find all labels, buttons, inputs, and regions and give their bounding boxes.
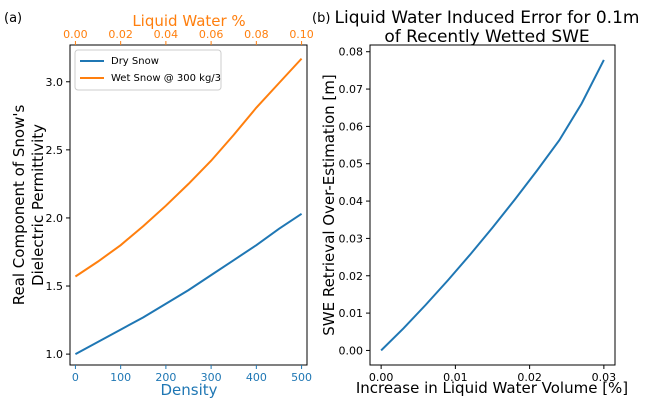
left-top-tick-label: 0.06 bbox=[199, 28, 224, 41]
right-y-tick-label: 0.02 bbox=[339, 270, 364, 283]
right-chart-title-line-2: of Recently Wetted SWE bbox=[384, 27, 589, 47]
left-y-tick-label: 2.5 bbox=[46, 144, 64, 157]
left-x-tick-label: 0 bbox=[72, 371, 79, 384]
left-y-axis: 1.0 1.5 2.0 2.5 3.0 bbox=[46, 76, 70, 361]
right-y-tick-label: 0.06 bbox=[339, 120, 364, 133]
right-y-tick-label: 0.07 bbox=[339, 83, 364, 96]
left-y-tick-label: 1.5 bbox=[46, 280, 64, 293]
left-y-axis-label-line-1: Real Component of Snow's bbox=[10, 105, 28, 306]
left-series-lines bbox=[74, 57, 303, 355]
right-chart: 0.00 0.01 0.02 0.03 0.000.010.020.030.040.0… bbox=[320, 44, 628, 397]
overestimation-line bbox=[380, 59, 605, 352]
right-y-axis-label: SWE Retrieval Over-Estimation [m] bbox=[320, 74, 338, 336]
right-y-tick-label: 0.00 bbox=[339, 344, 364, 357]
left-plot-frame bbox=[69, 44, 308, 366]
right-x-tick-label: 0.00 bbox=[369, 371, 394, 384]
left-y-tick-label: 2.0 bbox=[46, 212, 64, 225]
left-x-tick-label: 300 bbox=[201, 371, 222, 384]
left-top-tick-label: 0.10 bbox=[289, 28, 314, 41]
left-chart: 0 100 200 300 400 500 0.00 0.02 0.04 0.06 0.08 0.1… bbox=[10, 12, 314, 399]
wet-snow-line bbox=[74, 57, 303, 278]
right-plot-frame bbox=[369, 44, 616, 366]
legend: Dry Snow Wet Snow @ 300 kg/3 bbox=[74, 49, 222, 91]
dry-snow-line bbox=[74, 213, 303, 355]
right-x-axis: 0.00 0.01 0.02 0.03 bbox=[369, 365, 616, 384]
right-series-lines bbox=[380, 59, 605, 352]
left-y-axis-label-line-2: Dielectric Permittivity bbox=[29, 124, 47, 286]
panel-label-a: (a) bbox=[4, 11, 22, 26]
left-x-tick-label: 500 bbox=[291, 371, 312, 384]
left-top-tick-label: 0.08 bbox=[244, 28, 269, 41]
panel-label-b: (b) bbox=[312, 11, 330, 26]
left-bottom-axis: 0 100 200 300 400 500 bbox=[72, 365, 312, 384]
left-top-axis-label: Liquid Water % bbox=[132, 12, 245, 30]
left-y-tick-label: 1.0 bbox=[46, 348, 64, 361]
right-x-tick-label: 0.01 bbox=[443, 371, 468, 384]
left-top-axis: 0.00 0.02 0.04 0.06 0.08 0.10 bbox=[63, 28, 314, 45]
left-x-tick-label: 200 bbox=[155, 371, 176, 384]
left-x-tick-label: 400 bbox=[246, 371, 267, 384]
left-x-axis-label: Density bbox=[160, 381, 217, 399]
right-x-tick-label: 0.03 bbox=[592, 371, 617, 384]
right-x-tick-label: 0.02 bbox=[517, 371, 542, 384]
right-y-tick-label: 0.01 bbox=[339, 307, 364, 320]
legend-label-wet-snow: Wet Snow @ 300 kg/3 bbox=[111, 73, 221, 84]
left-x-tick-label: 100 bbox=[110, 371, 131, 384]
left-top-tick-label: 0.04 bbox=[154, 28, 179, 41]
left-top-tick-label: 0.02 bbox=[108, 28, 133, 41]
left-y-tick-label: 3.0 bbox=[46, 76, 64, 89]
right-y-tick-label: 0.05 bbox=[339, 158, 364, 171]
legend-label-dry-snow: Dry Snow bbox=[111, 56, 159, 67]
right-y-axis: 0.00 0.01 0.02 0.03 0.04 0.05 0.06 0.07 0.08 bbox=[339, 46, 370, 357]
right-y-tick-label: 0.04 bbox=[339, 195, 364, 208]
right-chart-title-line-1: Liquid Water Induced Error for 0.1m bbox=[335, 8, 640, 28]
left-top-tick-label: 0.00 bbox=[63, 28, 88, 41]
right-y-tick-label: 0.03 bbox=[339, 232, 364, 245]
right-y-tick-label: 0.08 bbox=[339, 46, 364, 59]
right-x-axis-label: Increase in Liquid Water Volume [%] bbox=[356, 379, 628, 397]
legend-frame bbox=[74, 49, 222, 91]
